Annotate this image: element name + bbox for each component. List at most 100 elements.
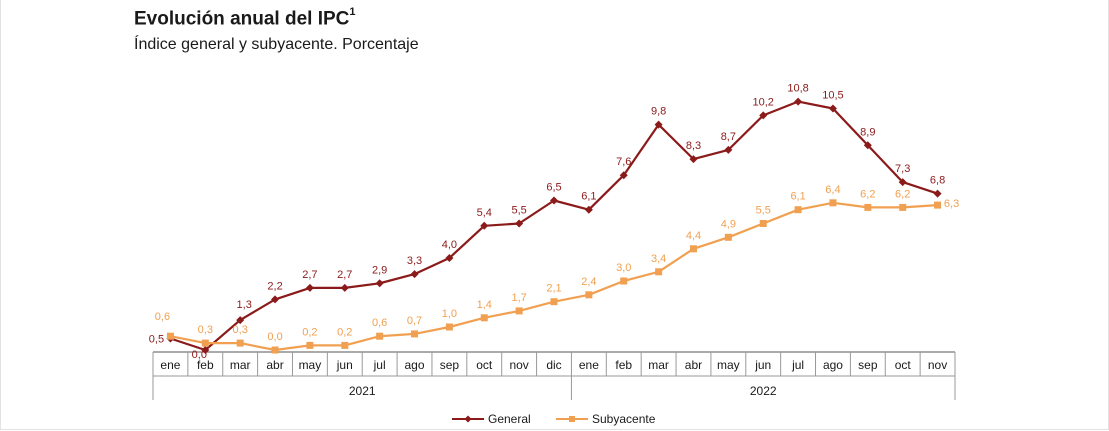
data-label-general: 1,3 xyxy=(237,299,252,311)
data-label-subyacente: 2,1 xyxy=(546,283,561,295)
data-point-subyacente xyxy=(864,203,872,211)
data-point-subyacente xyxy=(480,314,488,322)
data-point-general xyxy=(689,155,698,164)
data-label-general: 8,9 xyxy=(860,126,875,138)
data-point-subyacente xyxy=(655,268,663,276)
data-point-subyacente xyxy=(515,307,523,315)
series-line-general xyxy=(170,100,938,352)
data-point-subyacente xyxy=(341,341,349,349)
series-line-subyacente xyxy=(170,201,938,352)
title-footnote: 1 xyxy=(349,6,356,18)
data-label-subyacente: 0,7 xyxy=(407,315,422,327)
data-point-general xyxy=(794,97,803,106)
x-tick-label: sep xyxy=(440,358,460,372)
data-point-general xyxy=(480,221,489,230)
data-label-general: 2,9 xyxy=(372,264,387,276)
data-label-subyacente: 2,4 xyxy=(581,276,596,288)
chart-subtitle: Índice general y subyacente. Porcentaje xyxy=(134,36,419,53)
data-point-subyacente xyxy=(829,199,837,207)
data-label-general: 8,3 xyxy=(686,140,701,152)
data-point-subyacente xyxy=(445,323,453,331)
x-tick-label: mar xyxy=(648,358,669,372)
x-tick-label: ago xyxy=(823,358,843,372)
data-point-subyacente xyxy=(934,201,942,209)
x-tick-label: abr xyxy=(685,358,702,372)
data-label-general: 0,5 xyxy=(149,334,164,346)
legend-marker-subyacente xyxy=(569,416,575,422)
data-point-general xyxy=(828,104,837,113)
data-label-general: 6,5 xyxy=(546,182,561,194)
data-label-general: 5,4 xyxy=(477,207,492,219)
data-label-subyacente: 3,4 xyxy=(651,253,666,265)
data-label-general: 4,0 xyxy=(442,239,457,251)
legend-label-subyacente: Subyacente xyxy=(592,412,656,426)
data-label-general: 2,2 xyxy=(267,280,282,292)
data-point-general xyxy=(445,254,454,262)
data-point-subyacente xyxy=(550,298,558,306)
data-point-subyacente xyxy=(689,245,697,253)
data-point-subyacente xyxy=(201,339,209,347)
data-point-subyacente xyxy=(411,330,419,338)
x-tick-label: oct xyxy=(895,358,912,372)
data-label-general: 5,5 xyxy=(511,205,526,217)
data-point-subyacente xyxy=(794,206,802,214)
data-label-general: 6,1 xyxy=(581,191,596,203)
data-point-general xyxy=(654,120,663,129)
data-label-subyacente: 3,0 xyxy=(616,262,631,274)
data-point-subyacente xyxy=(620,277,628,285)
data-point-subyacente xyxy=(585,291,593,299)
data-label-general: 7,6 xyxy=(616,156,631,168)
x-tick-label: jul xyxy=(373,358,386,372)
x-tick-label: feb xyxy=(197,358,214,372)
data-point-general xyxy=(515,219,524,228)
x-tick-label: sep xyxy=(858,358,878,372)
data-label-general: 7,3 xyxy=(895,163,910,175)
data-label-subyacente: 1,0 xyxy=(442,308,457,320)
data-label-general: 3,3 xyxy=(407,255,422,267)
data-label-general: 8,7 xyxy=(721,131,736,143)
data-point-general xyxy=(759,111,768,120)
data-point-general xyxy=(201,346,210,354)
x-tick-label: mar xyxy=(230,358,251,372)
data-label-subyacente: 0,6 xyxy=(155,311,170,323)
data-label-subyacente: 1,4 xyxy=(477,299,492,311)
data-point-general xyxy=(236,316,245,325)
x-tick-label: abr xyxy=(266,358,283,372)
legend-label-general: General xyxy=(488,412,531,426)
data-label-general: 2,7 xyxy=(302,269,317,281)
data-point-subyacente xyxy=(271,346,279,354)
x-tick-label: may xyxy=(717,358,740,372)
data-point-general xyxy=(863,141,872,150)
data-label-general: 10,8 xyxy=(787,83,808,95)
data-label-subyacente: 1,7 xyxy=(511,292,526,304)
data-point-general xyxy=(410,270,419,279)
x-tick-label: may xyxy=(299,358,322,372)
data-label-general: 2,7 xyxy=(337,269,352,281)
data-label-subyacente: 5,5 xyxy=(756,205,771,217)
data-label-subyacente: 4,4 xyxy=(686,230,701,242)
data-point-general xyxy=(724,145,733,154)
x-tick-label: oct xyxy=(476,358,493,372)
data-label-subyacente: 6,1 xyxy=(790,191,805,203)
data-point-subyacente xyxy=(166,332,174,340)
data-label-subyacente: 0,3 xyxy=(198,324,213,336)
data-label-subyacente: 0,0 xyxy=(267,331,282,343)
data-label-general: 6,8 xyxy=(930,175,945,187)
data-point-subyacente xyxy=(376,332,384,340)
data-point-general xyxy=(619,171,628,180)
x-tick-label: jul xyxy=(791,358,804,372)
data-label-subyacente: 0,6 xyxy=(372,317,387,329)
data-label-subyacente: 0,3 xyxy=(233,324,248,336)
data-point-general xyxy=(271,295,280,304)
year-label: 2022 xyxy=(750,384,777,398)
data-label-general: 10,5 xyxy=(822,90,843,102)
x-tick-label: dic xyxy=(546,358,561,372)
x-tick-label: jun xyxy=(754,358,771,372)
data-point-general xyxy=(550,196,558,205)
x-tick-label: ene xyxy=(579,358,599,372)
data-label-subyacente: 6,3 xyxy=(944,198,959,210)
x-tick-label: jun xyxy=(336,358,353,372)
data-point-general xyxy=(898,178,907,187)
data-point-general xyxy=(375,279,384,288)
